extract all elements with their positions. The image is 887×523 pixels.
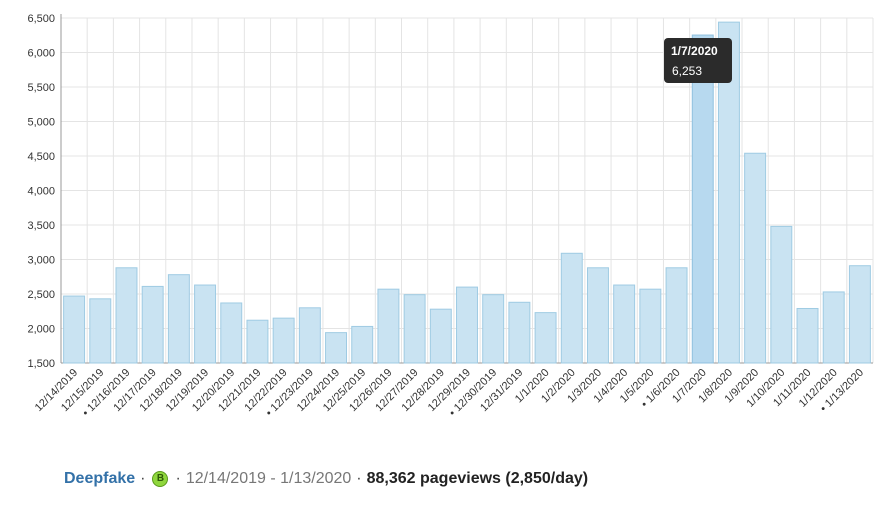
tooltip-box <box>664 38 732 83</box>
bar-12/26/2019[interactable] <box>377 288 400 364</box>
date-range: 12/14/2019 - 1/13/2020 <box>185 470 352 487</box>
grid-lines <box>60 14 874 364</box>
bar-1/10/2020[interactable] <box>770 225 793 364</box>
y-tick-label: 5,500 <box>27 82 55 94</box>
bar-1/7/2020[interactable] <box>691 34 714 364</box>
y-tick-label: 3,500 <box>27 220 55 232</box>
bar-12/20/2019[interactable] <box>220 302 243 364</box>
bar-12/23/2019[interactable] <box>298 307 321 364</box>
separator: · <box>356 470 362 487</box>
bar-12/15/2019[interactable] <box>89 298 112 364</box>
bar-12/21/2019[interactable] <box>246 319 269 364</box>
y-tick-label: 2,000 <box>27 324 55 336</box>
bar-1/4/2020[interactable] <box>613 284 636 364</box>
bar-1/12/2020[interactable] <box>822 291 845 364</box>
bar-1/2/2020[interactable] <box>560 252 583 364</box>
bar-12/19/2019[interactable] <box>194 284 217 364</box>
pageviews-bar-chart: 1,500 2,000 2,500 3,000 3,500 4,000 4,500 5,000… <box>27 13 874 419</box>
bar-12/24/2019[interactable] <box>325 332 348 364</box>
y-tick-label: 4,000 <box>27 186 55 198</box>
bar-1/6/2020[interactable] <box>665 267 688 364</box>
bar-1/9/2020[interactable] <box>744 152 767 364</box>
bar-12/14/2019[interactable] <box>63 295 86 364</box>
bar-1/13/2020[interactable] <box>848 265 871 364</box>
y-axis-ticks: 1,500 2,000 2,500 3,000 3,500 4,000 4,500 5,000… <box>27 13 55 370</box>
bar-12/25/2019[interactable] <box>351 325 374 364</box>
bar-12/16/2019[interactable] <box>115 267 138 364</box>
bar-12/18/2019[interactable] <box>167 274 190 364</box>
separator: · <box>175 470 181 487</box>
bar-1/3/2020[interactable] <box>586 267 609 364</box>
bar-12/30/2019[interactable] <box>482 294 505 364</box>
y-tick-label: 2,500 <box>27 289 55 301</box>
y-tick-label: 4,500 <box>27 151 55 163</box>
bar-12/31/2019[interactable] <box>508 301 531 364</box>
bar-1/1/2020[interactable] <box>534 312 557 364</box>
bar-12/17/2019[interactable] <box>141 285 164 364</box>
bar-1/5/2020[interactable] <box>639 288 662 364</box>
bar-12/29/2019[interactable] <box>456 286 478 364</box>
quality-badge-icon: B <box>152 471 169 487</box>
bar-1/8/2020[interactable] <box>717 21 740 364</box>
tooltip: 1/7/2020 6,253 <box>664 38 732 83</box>
bars <box>63 21 871 364</box>
footer-summary: Deepfake · B · 12/14/2019 - 1/13/2020 · … <box>64 470 588 488</box>
article-link[interactable]: Deepfake <box>64 470 136 487</box>
bar-12/27/2019[interactable] <box>403 294 426 364</box>
bar-12/28/2019[interactable] <box>429 308 452 364</box>
y-tick-label: 1,500 <box>27 358 55 370</box>
tooltip-value: 6,253 <box>672 64 702 78</box>
y-tick-label: 3,000 <box>27 255 55 267</box>
pageviews-total: 88,362 pageviews (2,850/day) <box>366 470 589 487</box>
y-tick-label: 5,000 <box>27 117 55 129</box>
tooltip-date: 1/7/2020 <box>671 44 718 58</box>
y-tick-label: 6,000 <box>27 48 55 60</box>
bar-12/22/2019[interactable] <box>272 317 295 364</box>
bar-1/11/2020[interactable] <box>796 307 819 364</box>
y-tick-label: 6,500 <box>27 13 55 25</box>
separator: · <box>140 470 146 487</box>
